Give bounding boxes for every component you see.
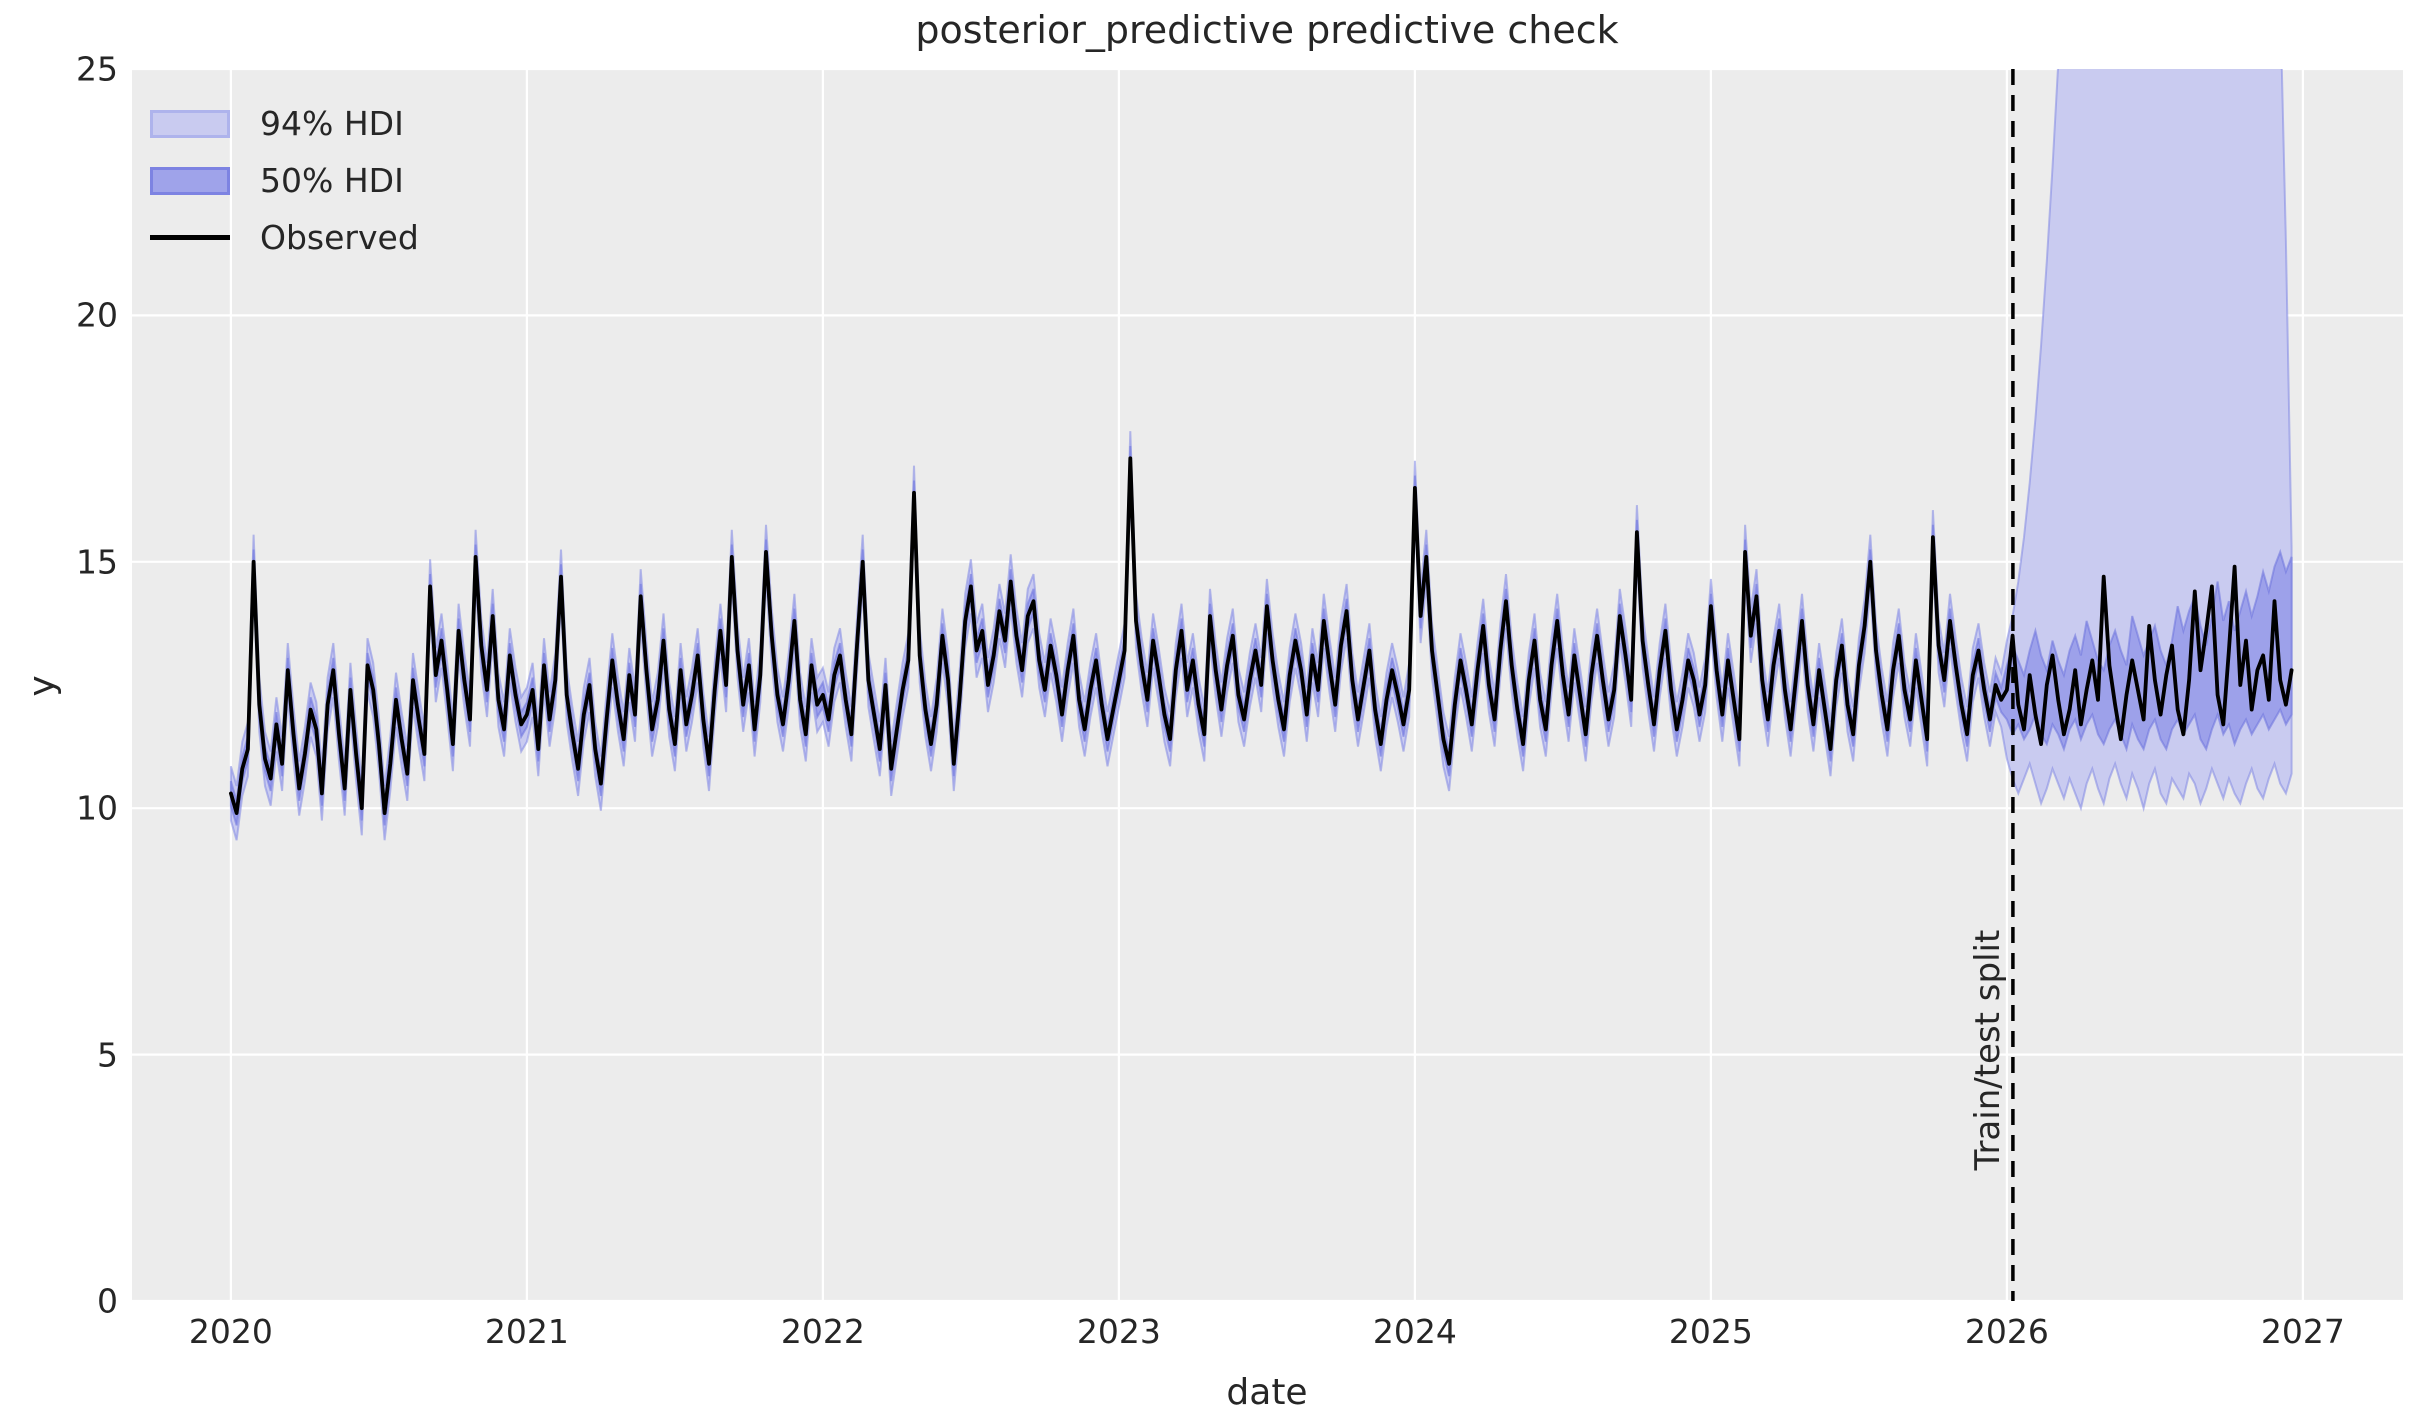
legend-row-hdi94: 94% HDI	[150, 95, 419, 152]
legend-label-hdi94: 94% HDI	[260, 104, 404, 143]
x-tick-label: 2023	[1076, 1312, 1161, 1351]
x-tick-label: 2021	[484, 1312, 569, 1351]
hdi94-swatch-icon	[150, 109, 230, 138]
y-tick-label: 15	[76, 542, 118, 582]
x-tick-label: 2024	[1372, 1312, 1457, 1351]
y-tick-label: 5	[97, 1035, 118, 1075]
observed-line-sample-icon	[150, 235, 230, 240]
x-tick-label: 2027	[2260, 1312, 2345, 1351]
x-tick-label: 2022	[780, 1312, 865, 1351]
legend-row-hdi50: 50% HDI	[150, 152, 419, 209]
chart-title: posterior_predictive predictive check	[915, 8, 1619, 52]
x-tick-label: 2020	[188, 1312, 273, 1351]
legend-row-observed: Observed	[150, 209, 419, 266]
y-tick-label: 25	[76, 49, 118, 89]
x-tick-label: 2026	[1964, 1312, 2049, 1351]
y-axis-label: y	[21, 675, 63, 697]
data-lines	[229, 456, 2294, 815]
legend: 94% HDI 50% HDI Observed	[150, 95, 419, 266]
train-test-split-label: Train/test split	[1968, 929, 2008, 1171]
x-axis-label: date	[1226, 1372, 1308, 1413]
x-tick-label: 2025	[1668, 1312, 1753, 1351]
legend-label-observed: Observed	[260, 218, 419, 257]
y-tick-label: 10	[76, 788, 118, 828]
y-tick-label: 0	[97, 1281, 118, 1321]
legend-label-hdi50: 50% HDI	[260, 161, 404, 200]
observed-line	[229, 456, 2294, 815]
y-tick-label: 20	[76, 295, 118, 335]
hdi50-swatch-icon	[150, 166, 230, 195]
